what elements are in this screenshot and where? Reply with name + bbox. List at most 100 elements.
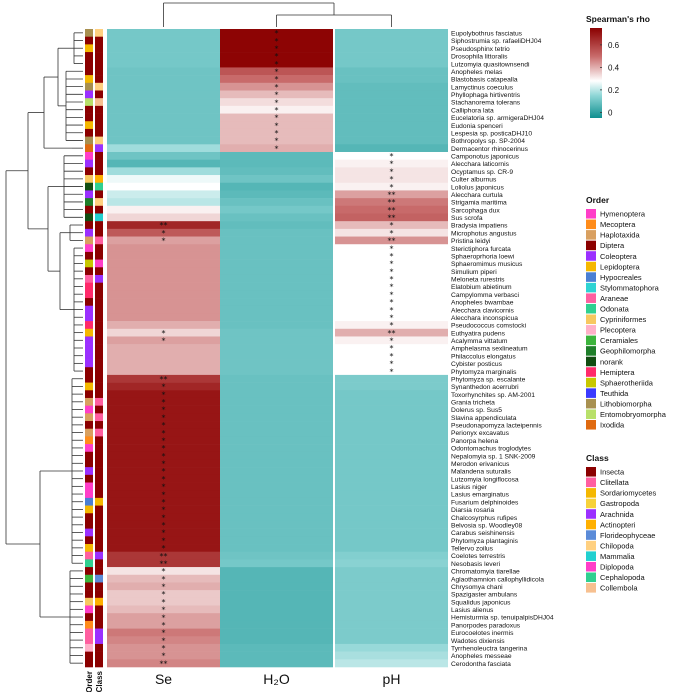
- order-annotation-cell: [85, 313, 93, 322]
- class-annotation-cell: [95, 221, 103, 230]
- legend-item-label: Sphaerotheriida: [600, 378, 654, 387]
- class-annotation-cell: [95, 205, 103, 214]
- order-annotation-cell: [85, 620, 93, 629]
- heatmap-cell: [335, 659, 448, 668]
- class-annotation-cell: [95, 190, 103, 199]
- row-label: Slavina appendiculata: [451, 415, 517, 422]
- heatmap-cell: [220, 313, 333, 322]
- legend-swatch: [586, 467, 596, 477]
- heatmap-cell: [335, 505, 448, 514]
- row-label: Ocyptamus sp. CR-9: [451, 169, 513, 176]
- row-label: Simulium piperi: [451, 269, 497, 276]
- row-label: Carabus seishinensis: [451, 530, 515, 537]
- row-label: Elatobium abietinum: [451, 284, 512, 291]
- legend-item-label: Odonata: [600, 305, 630, 314]
- legend-item-label: Diplopoda: [600, 563, 635, 572]
- heatmap-cell: [220, 390, 333, 399]
- heatmap-cell: [335, 582, 448, 591]
- heatmap-cell: [107, 251, 220, 260]
- significance-star: *: [162, 229, 166, 238]
- row-label: Panorpodes paradoxus: [451, 622, 521, 629]
- heatmap-cell: [220, 151, 333, 160]
- heatmap-cell: [107, 328, 220, 337]
- class-annotation-cell: [95, 628, 103, 637]
- order-annotation-cell: [85, 597, 93, 606]
- heatmap-cell: [220, 482, 333, 491]
- legend-swatch: [586, 561, 596, 572]
- order-annotation-cell: [85, 244, 93, 253]
- significance-star: **: [388, 190, 396, 199]
- row-label: Eurocoelotes inermis: [451, 630, 514, 637]
- row-label: Nepalomyia sp. 1 SNK-2009: [451, 453, 536, 460]
- order-annotation-cell: [85, 67, 93, 76]
- class-annotation-cell: [95, 298, 103, 307]
- significance-star: **: [160, 375, 168, 384]
- order-annotation-cell: [85, 52, 93, 61]
- class-annotation-cell: [95, 151, 103, 160]
- heatmap-cell: [335, 482, 448, 491]
- row-label: Anopheles messeae: [451, 653, 512, 660]
- class-annotation-cell: [95, 52, 103, 61]
- heatmap-cell: [107, 167, 220, 176]
- heatmap-cell: [107, 474, 220, 483]
- class-annotation-cell: [95, 544, 103, 552]
- heatmap-cell: [335, 544, 448, 552]
- legend-item-label: Hymenoptera: [600, 210, 646, 219]
- class-annotation-cell: [95, 328, 103, 337]
- heatmap-cell: [335, 90, 448, 99]
- legend-swatch: [586, 530, 596, 540]
- heatmap-cell: [220, 490, 333, 499]
- heatmap-cell: [335, 67, 448, 76]
- legend-swatch: [586, 477, 596, 488]
- legend-item-label: Ceramiales: [600, 336, 638, 345]
- row-label: Squalidus japonicus: [451, 599, 511, 606]
- class-annotation-cell: [95, 620, 103, 629]
- row-label: Tellervo zoilus: [451, 546, 494, 553]
- class-annotation-cell: [95, 528, 103, 537]
- heatmap-cell: [335, 513, 448, 522]
- order-annotation-cell: [85, 251, 93, 260]
- heatmap-cell: [107, 29, 220, 37]
- row-label: Lespesia sp. posticaDHJ10: [451, 130, 532, 137]
- order-annotation-cell: [85, 190, 93, 199]
- significance-star: *: [162, 452, 166, 461]
- heatmap-cells: [107, 29, 448, 668]
- class-annotation-cell: [95, 482, 103, 491]
- heatmap-cell: [335, 244, 448, 253]
- significance-star: *: [390, 252, 394, 261]
- significance-star: *: [162, 583, 166, 592]
- order-annotation-cell: [85, 236, 93, 245]
- order-annotation-cell: [85, 536, 93, 545]
- heatmap-cell: [220, 374, 333, 383]
- significance-star: *: [162, 383, 166, 392]
- row-label: Synanthedon acerrubri: [451, 384, 519, 391]
- order-annotation-cell: [85, 551, 93, 560]
- heatmap-cell: [335, 113, 448, 122]
- legend-title: Class: [586, 453, 609, 463]
- heatmap-cell: [107, 82, 220, 91]
- row-label: Sphaeroprhoria loewi: [451, 253, 515, 260]
- significance-star: *: [162, 436, 166, 445]
- class-annotation-cell: [95, 643, 103, 652]
- class-annotation-cell: [95, 374, 103, 383]
- significance-star: *: [390, 298, 394, 307]
- significance-star: *: [390, 260, 394, 269]
- order-annotation-cell: [85, 82, 93, 91]
- row-label: Lasius alienus: [451, 607, 494, 614]
- annotation-bar-label: Class: [95, 670, 104, 692]
- heatmap-cell: [107, 444, 220, 453]
- class-annotation-cell: [95, 236, 103, 245]
- legend-item-label: Teuthida: [600, 389, 629, 398]
- heatmap-cell: [335, 98, 448, 107]
- class-annotation-cell: [95, 290, 103, 299]
- order-annotation-cell: [85, 321, 93, 330]
- heatmap-cell: [220, 467, 333, 476]
- row-label: Lutzomyia quasitownsendi: [451, 61, 530, 68]
- class-annotation-cell: [95, 367, 103, 376]
- legend-swatch: [586, 377, 596, 388]
- column-label: Se: [155, 671, 172, 687]
- heatmap-cell: [107, 421, 220, 430]
- class-annotation-bar: [95, 29, 103, 668]
- heatmap-cell: [220, 113, 333, 122]
